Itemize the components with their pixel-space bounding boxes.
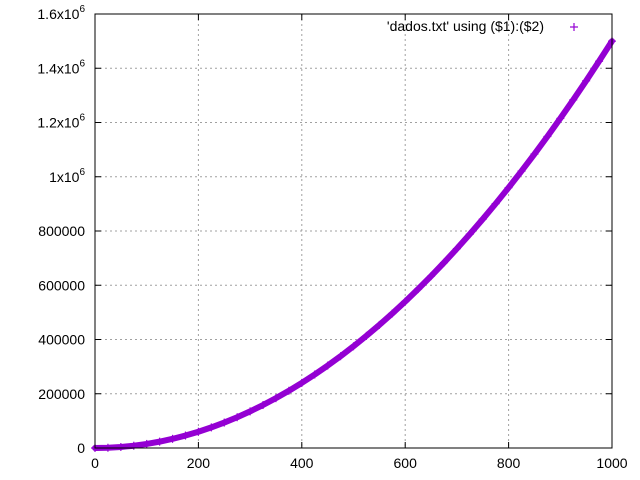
legend-marker (570, 23, 578, 31)
x-tick-label: 800 (497, 455, 521, 471)
x-tick-label: 400 (290, 455, 314, 471)
data-points (91, 37, 616, 452)
y-tick-label: 400000 (38, 332, 85, 348)
y-tick-label: 200000 (38, 386, 85, 402)
y-tick-label: 0 (77, 440, 85, 456)
y-tick-label: 600000 (38, 277, 85, 293)
y-tick-label: 1.6x106 (37, 4, 85, 22)
y-tick-label: 800000 (38, 223, 85, 239)
x-tick-label: 200 (187, 455, 211, 471)
y-tick-label: 1.4x106 (37, 58, 85, 76)
y-tick-label: 1.2x106 (37, 113, 85, 131)
x-tick-label: 600 (394, 455, 418, 471)
plot-frame (94, 13, 613, 449)
legend-label: 'dados.txt' using ($1):($2) (387, 18, 544, 34)
y-tick-label: 1x106 (49, 167, 85, 185)
x-axis: 0 200 400 600 800 1000 (91, 14, 628, 471)
y-axis: 0 200000 400000 600000 800000 1x106 1.2x106 1.4… (37, 4, 612, 456)
legend: 'dados.txt' using ($1):($2) (387, 18, 578, 34)
x-tick-label: 1000 (596, 455, 627, 471)
series-trace (92, 38, 615, 451)
grid-lines (95, 14, 612, 448)
x-tick-label: 0 (91, 455, 99, 471)
